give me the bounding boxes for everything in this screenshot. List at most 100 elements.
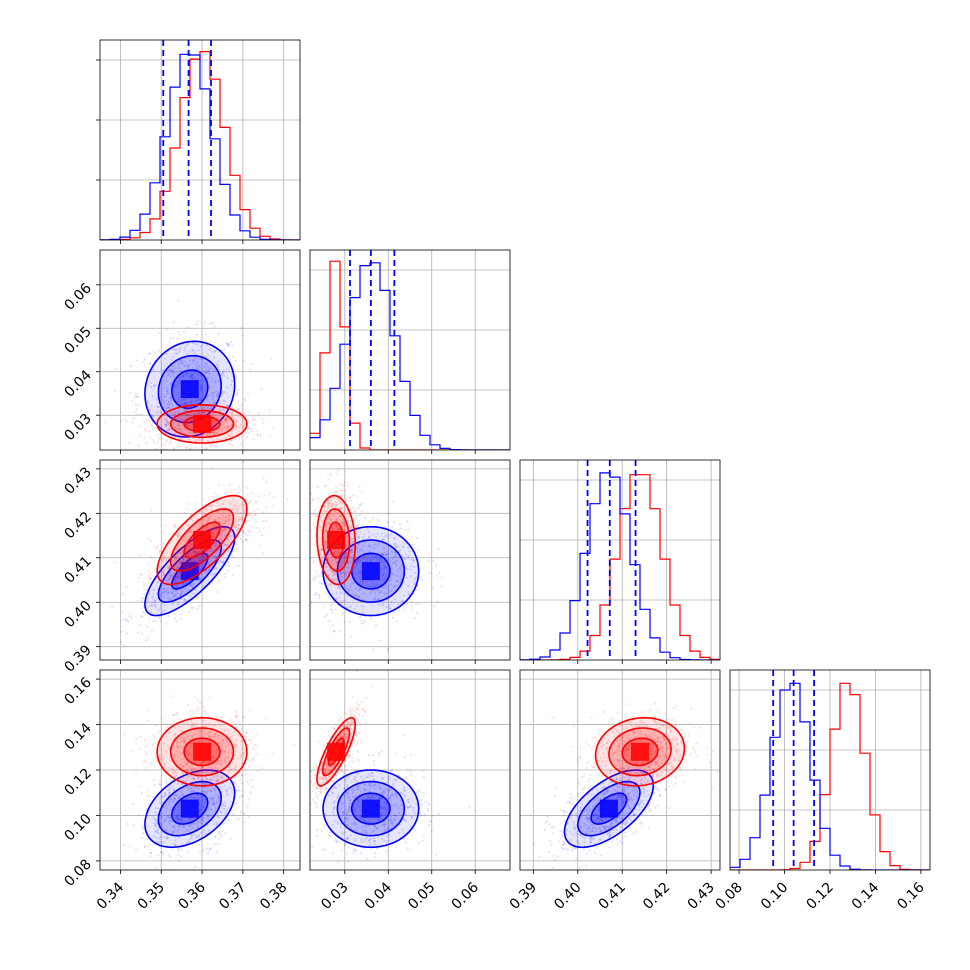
sample-point	[161, 530, 164, 533]
sample-point	[164, 575, 167, 578]
sample-point	[386, 536, 389, 539]
sample-point	[373, 598, 376, 601]
sample-point	[184, 364, 187, 367]
sample-point	[212, 412, 215, 415]
sample-point	[167, 421, 170, 424]
sample-point	[224, 417, 227, 420]
sample-point	[182, 331, 185, 334]
sample-point	[149, 362, 152, 365]
sample-point	[270, 357, 273, 360]
sample-point	[190, 418, 193, 421]
sample-point	[238, 437, 241, 440]
sample-point	[183, 565, 186, 568]
sample-point	[186, 413, 190, 416]
sample-point	[227, 501, 230, 504]
sample-point	[258, 495, 261, 498]
sample-point	[315, 591, 318, 595]
sample-point	[162, 454, 164, 456]
sample-point	[246, 486, 249, 489]
sample-point	[375, 555, 378, 558]
sample-point	[166, 586, 169, 589]
sample-point	[180, 361, 183, 364]
sample-point	[155, 411, 158, 415]
sample-point	[211, 422, 214, 425]
sample-point	[172, 589, 175, 592]
sample-point	[160, 437, 163, 440]
sample-point	[433, 605, 436, 608]
sample-point	[324, 583, 328, 586]
sample-point	[241, 529, 245, 532]
sample-point	[187, 420, 190, 423]
sample-point	[194, 446, 197, 450]
sample-point	[206, 407, 209, 410]
sample-point	[355, 594, 358, 597]
sample-point	[234, 506, 237, 509]
sample-point	[214, 525, 218, 528]
sample-point	[339, 483, 342, 486]
sample-point	[225, 341, 228, 345]
sample-point	[243, 511, 246, 514]
sample-point	[360, 622, 364, 625]
sample-point	[353, 566, 356, 569]
sample-point	[224, 418, 227, 422]
sample-point	[376, 532, 379, 535]
sample-point	[340, 575, 343, 579]
sample-point	[156, 598, 159, 601]
sample-point	[263, 494, 266, 497]
sample-point	[315, 485, 318, 488]
sample-point	[407, 556, 410, 559]
sample-point	[371, 583, 374, 586]
sample-point	[204, 371, 207, 374]
sample-point	[171, 603, 174, 606]
sample-point	[159, 620, 162, 623]
sample-point	[391, 557, 394, 560]
sample-point	[138, 735, 142, 739]
sample-point	[208, 516, 212, 519]
sample-point	[244, 532, 247, 535]
sample-point	[327, 478, 330, 481]
sample-point	[219, 430, 222, 433]
sample-point	[165, 392, 168, 396]
sample-point	[431, 586, 434, 590]
sample-point	[176, 789, 179, 792]
sample-point	[242, 413, 245, 416]
sample-point	[334, 485, 338, 488]
sample-point	[199, 577, 202, 580]
sample-point	[189, 425, 192, 428]
sample-point	[149, 572, 152, 575]
sample-point	[161, 387, 164, 390]
sample-point	[218, 429, 221, 432]
sample-point	[214, 544, 217, 547]
sample-point	[187, 364, 191, 367]
sample-point	[402, 594, 405, 597]
sample-point	[192, 710, 195, 713]
sample-point	[402, 599, 405, 602]
sample-point	[211, 534, 214, 538]
sample-point	[145, 745, 148, 749]
sample-point	[225, 790, 228, 793]
sample-point	[199, 702, 202, 705]
sample-point	[174, 413, 177, 416]
sample-point	[248, 427, 251, 430]
sample-point	[169, 383, 172, 386]
sample-point	[162, 572, 166, 575]
sample-point	[148, 419, 151, 422]
sample-point	[165, 780, 168, 783]
sample-point	[164, 386, 167, 389]
sample-point	[190, 374, 193, 377]
sample-point	[160, 593, 163, 596]
sample-point	[191, 539, 194, 542]
sample-point	[247, 513, 250, 516]
sample-point	[229, 490, 232, 494]
sample-point	[208, 504, 211, 507]
sample-point	[136, 413, 139, 416]
sample-point	[359, 549, 362, 552]
sample-point	[187, 531, 190, 534]
sample-point	[385, 587, 388, 590]
sample-point	[363, 622, 366, 625]
sample-point	[165, 424, 168, 427]
sample-point	[204, 564, 208, 567]
sample-point	[339, 572, 343, 575]
sample-point	[225, 544, 228, 547]
sample-point	[332, 579, 335, 582]
